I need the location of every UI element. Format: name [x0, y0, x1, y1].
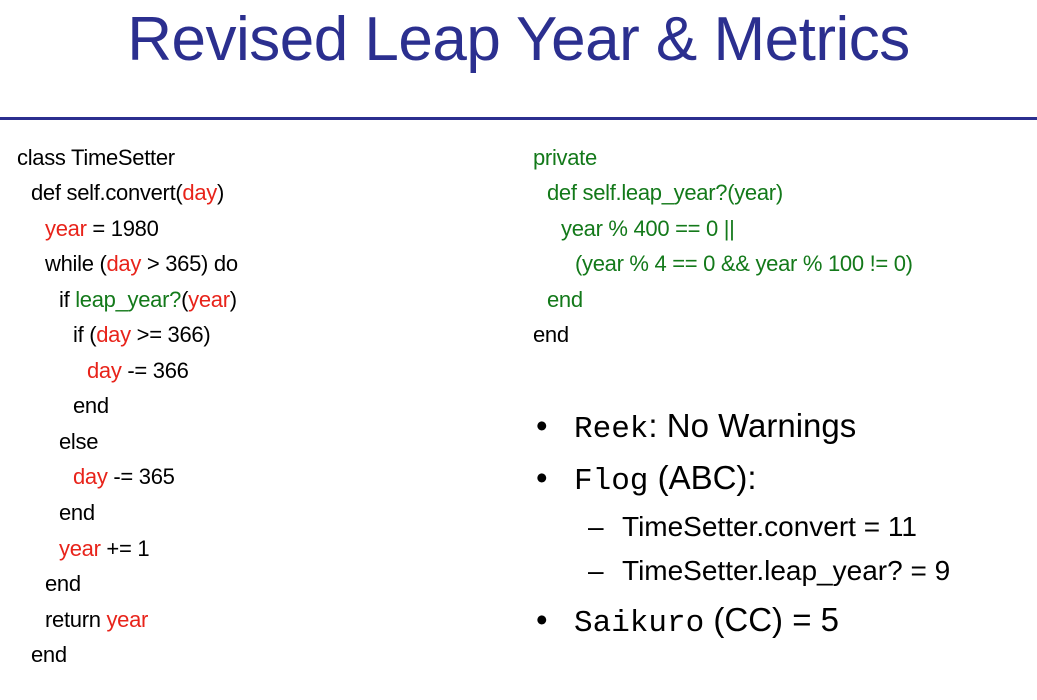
- code-text: class TimeSetter: [17, 145, 175, 170]
- code-text: end: [73, 393, 109, 418]
- code-line: end: [73, 393, 109, 419]
- code-text: def self.leap_year?(year): [547, 180, 783, 205]
- code-line: end: [59, 500, 95, 526]
- bullet-desc: (ABC):: [648, 459, 757, 496]
- title-divider: [0, 117, 1037, 120]
- sub-bullet-text: TimeSetter.convert = 11: [622, 511, 917, 542]
- code-line: end: [45, 571, 81, 597]
- code-line: end: [547, 287, 583, 313]
- code-line: private: [533, 145, 597, 171]
- code-text: += 1: [100, 536, 150, 561]
- code-line: (year % 4 == 0 && year % 100 != 0): [575, 251, 913, 277]
- sub-bullet-marker: –: [588, 555, 604, 586]
- variable-day: day: [73, 464, 108, 489]
- slide-title: Revised Leap Year & Metrics: [127, 5, 910, 74]
- code-text: else: [59, 429, 99, 454]
- tool-name-saikuro: Saikuro: [574, 606, 705, 641]
- code-line: end: [31, 642, 67, 668]
- bullet-text: Reek: No Warnings: [574, 406, 856, 450]
- code-text: if: [59, 287, 76, 312]
- bullet-marker: •: [536, 407, 548, 444]
- variable-year: year: [106, 607, 149, 632]
- code-text: > 365) do: [141, 251, 238, 276]
- bullet-marker: •: [536, 601, 548, 638]
- code-text: if (: [73, 322, 97, 347]
- variable-day: day: [106, 251, 142, 276]
- code-line: day -= 365: [73, 464, 175, 490]
- code-text: (year % 4 == 0 && year % 100 != 0): [575, 251, 913, 276]
- bullet-text: Saikuro (CC) = 5: [574, 600, 839, 644]
- code-text: >= 366): [130, 322, 211, 347]
- variable-day: day: [182, 180, 217, 205]
- variable-year: year: [188, 287, 230, 312]
- variable-year: year: [45, 216, 87, 241]
- code-line: if leap_year?(year): [59, 287, 237, 313]
- code-line: while (day > 365) do: [45, 251, 238, 277]
- code-line: return year: [45, 607, 148, 633]
- code-text: (: [181, 287, 189, 312]
- code-line: year % 400 == 0 ||: [561, 216, 735, 242]
- method-leap-year: leap_year?: [75, 287, 182, 312]
- code-text: -= 366: [121, 358, 189, 383]
- code-text: while (: [45, 251, 107, 276]
- code-line: end: [533, 322, 569, 348]
- code-line: def self.convert(day): [31, 180, 224, 206]
- sub-bullet-marker: –: [588, 511, 604, 542]
- code-text: end: [31, 642, 67, 667]
- code-line: def self.leap_year?(year): [547, 180, 783, 206]
- code-text: = 1980: [86, 216, 159, 241]
- variable-year: year: [59, 536, 101, 561]
- code-line: if (day >= 366): [73, 322, 211, 348]
- sub-bullet-text: TimeSetter.leap_year? = 9: [622, 555, 951, 586]
- code-text: return: [45, 607, 107, 632]
- code-text: private: [533, 145, 597, 170]
- code-line: year += 1: [59, 536, 150, 562]
- bullet-desc: : No Warnings: [648, 407, 857, 444]
- code-text: end: [59, 500, 95, 525]
- code-text: end: [45, 571, 81, 596]
- tool-name-flog: Flog: [574, 464, 649, 499]
- code-text: ): [217, 180, 225, 205]
- tool-name-reek: Reek: [574, 412, 649, 447]
- variable-day: day: [96, 322, 131, 347]
- code-text: def self.convert(: [31, 180, 183, 205]
- code-text: year % 400 == 0 ||: [561, 216, 735, 241]
- code-text: end: [533, 322, 569, 347]
- bullet-text: Flog (ABC):: [574, 458, 757, 502]
- code-text: ): [229, 287, 237, 312]
- code-text: end: [547, 287, 583, 312]
- variable-day: day: [87, 358, 122, 383]
- code-line: day -= 366: [87, 358, 189, 384]
- code-line: else: [59, 429, 98, 455]
- bullet-marker: •: [536, 459, 548, 496]
- code-text: -= 365: [107, 464, 175, 489]
- bullet-desc: (CC) = 5: [704, 601, 840, 638]
- code-line: year = 1980: [45, 216, 159, 242]
- code-line: class TimeSetter: [17, 145, 175, 171]
